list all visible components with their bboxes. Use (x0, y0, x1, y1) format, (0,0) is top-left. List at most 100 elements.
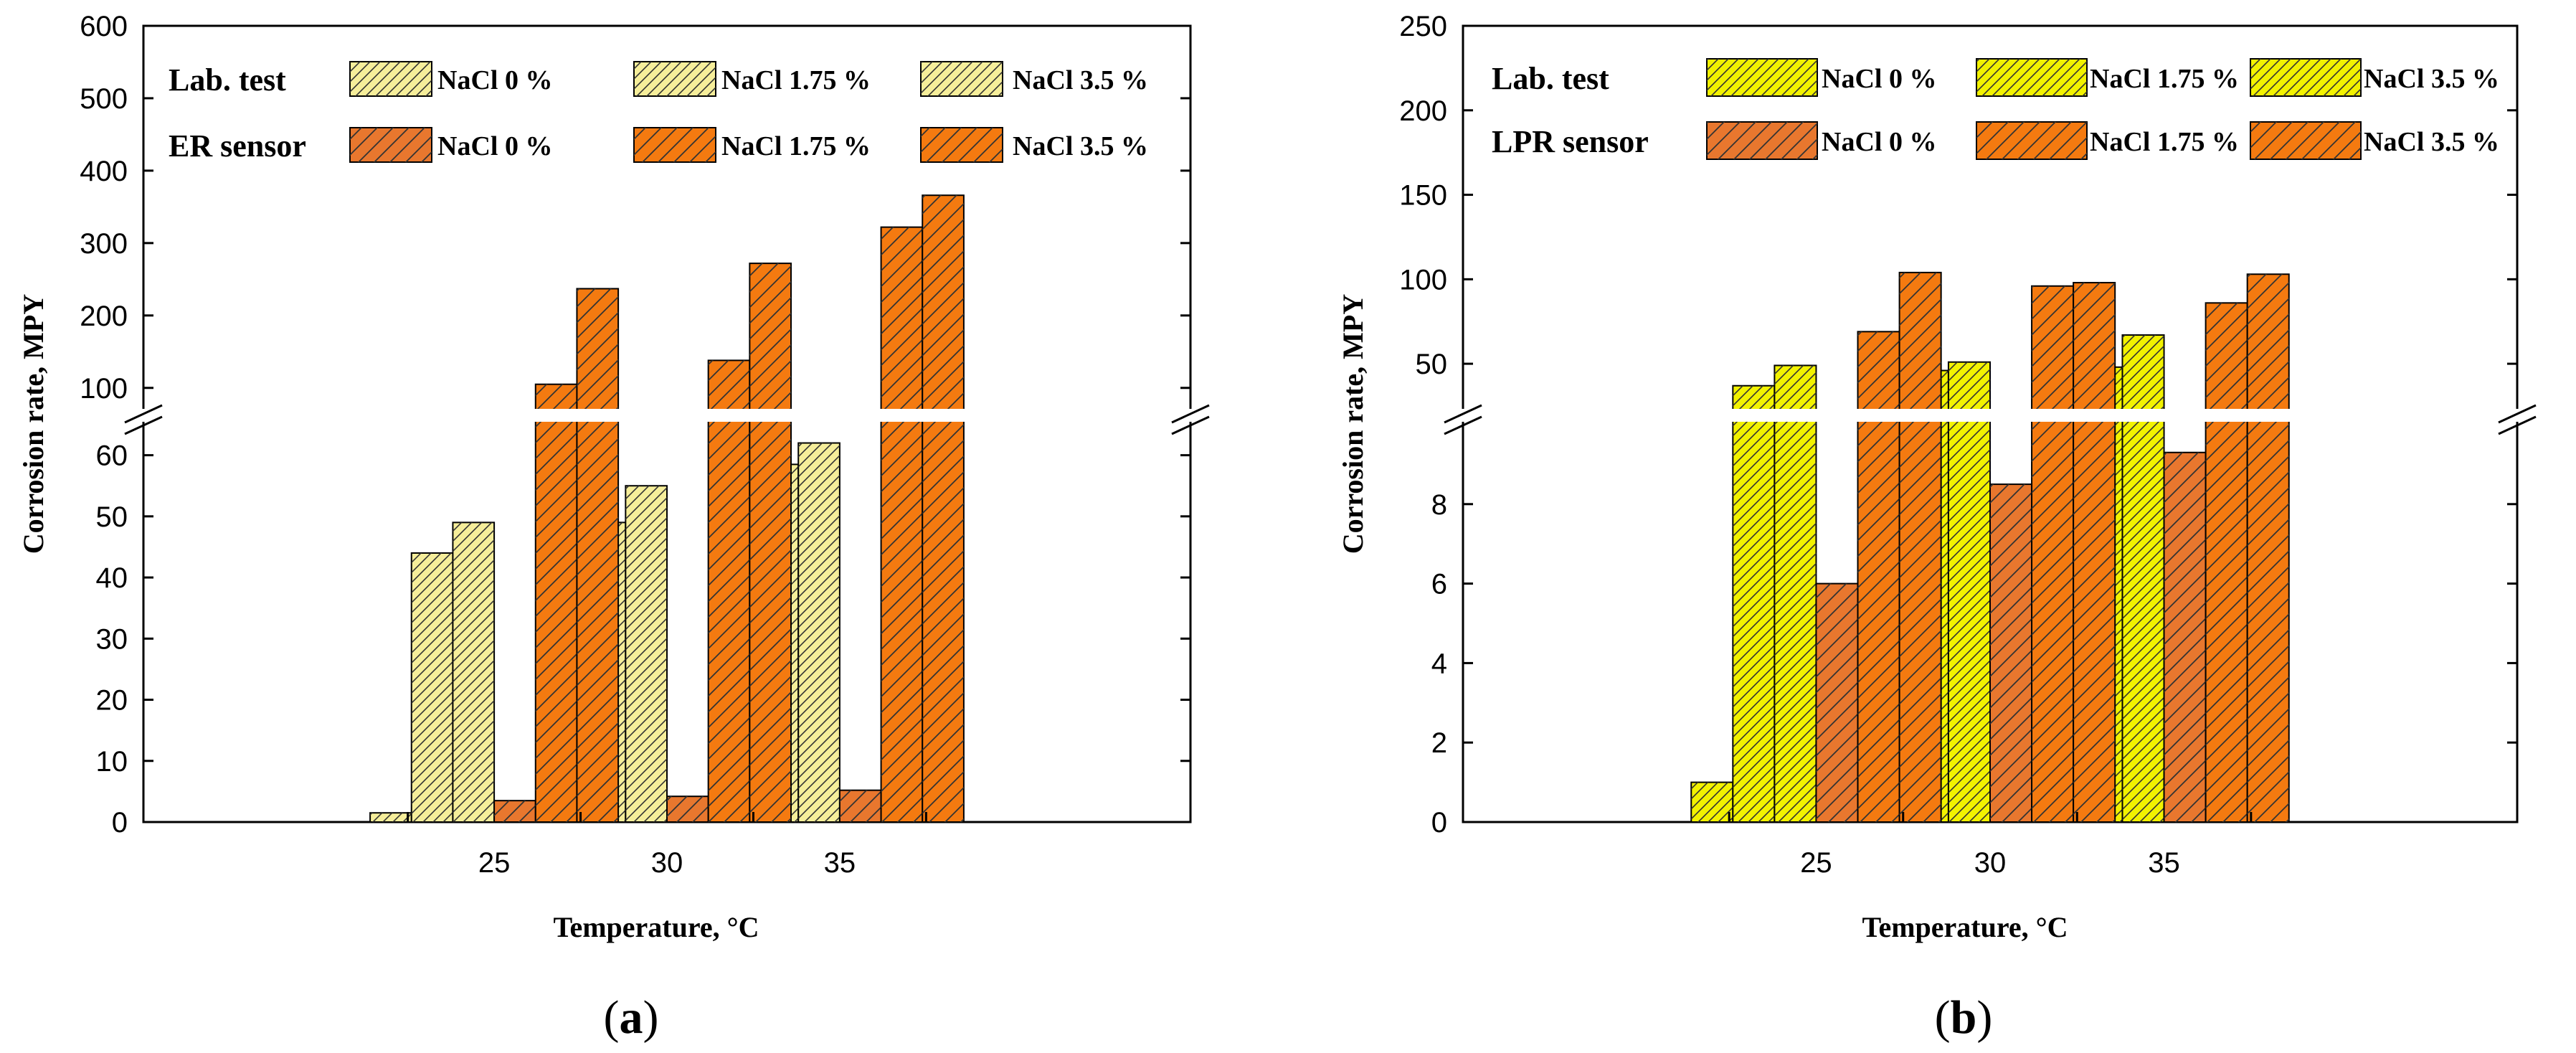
legend-swatch-sensor-hatch (1976, 122, 2087, 159)
bar-hatch-4-35 (881, 227, 923, 823)
axis-break-band (1449, 409, 2532, 422)
legend-sensor-label: NaCl 3.5 % (2364, 127, 2499, 157)
axis-break-mark (2498, 415, 2537, 435)
bar-hatch-3-35 (2164, 452, 2206, 822)
y-tick-label: 6 (1431, 569, 1447, 600)
y-tick-label: 200 (80, 301, 128, 332)
axis-break-mark (1444, 415, 1482, 435)
legend-lab-label: NaCl 1.75 % (721, 65, 871, 95)
bar-hatch-5-25 (577, 288, 619, 822)
y-tick-label: 100 (1399, 264, 1447, 296)
panel-label: (b) (1935, 991, 1993, 1044)
bar-hatch-2-30 (1948, 362, 1990, 822)
legend-swatch-sensor-hatch (921, 128, 1003, 162)
legend-lab-label: NaCl 0 % (1822, 64, 1936, 94)
legend-lab-label: NaCl 0 % (437, 65, 552, 95)
axis-break-mark (124, 404, 163, 424)
bar-hatch-4-25 (535, 384, 577, 822)
legend-swatch-sensor-hatch (634, 128, 716, 162)
axis-break-mark (124, 415, 163, 435)
legend-lab-heading: Lab. test (1492, 61, 1609, 96)
panel-a-chart: 0 10 20 30 40 50 60 100 200 300 400 500 600 25 30 35 Tem… (17, 11, 1210, 1044)
y-tick-label: 60 (96, 440, 128, 472)
panel-letter: b (1951, 991, 1977, 1044)
y-axis-label: Corrosion rate, MPY (1337, 294, 1369, 554)
axis-break-band (129, 409, 1205, 422)
legend-sensor-heading: LPR sensor (1492, 124, 1649, 159)
legend-sensor-label: NaCl 3.5 % (1013, 131, 1148, 161)
y-tick-label: 0 (1431, 807, 1447, 839)
y-tick-label: 300 (80, 228, 128, 260)
legend-swatch-sensor-hatch (2250, 122, 2361, 159)
y-tick-label: 50 (96, 501, 128, 533)
legend-swatch-sensor-hatch (1707, 122, 1817, 159)
legend-swatch-lab-hatch (921, 62, 1003, 96)
bar-hatch-5-35 (2247, 274, 2289, 822)
legend-lab-heading: Lab. test (169, 62, 286, 98)
bar-hatch-2-35 (2122, 335, 2164, 823)
bar-hatch-4-30 (708, 360, 750, 822)
legend-sensor-label: NaCl 0 % (437, 131, 552, 161)
y-tick-label: 400 (80, 156, 128, 187)
y-tick-label: 8 (1431, 489, 1447, 521)
y-tick-label: 4 (1431, 648, 1447, 679)
y-tick-label: 2 (1431, 727, 1447, 759)
bar-hatch-3-25 (494, 801, 536, 822)
y-tick-label: 200 (1399, 95, 1447, 127)
bar-hatch-2-35 (798, 443, 840, 822)
x-tick-label: 25 (1800, 847, 1832, 879)
bar-hatch-4-35 (2205, 303, 2248, 822)
y-tick-label: 100 (80, 373, 128, 405)
legend-lab-label: NaCl 1.75 % (2090, 64, 2239, 94)
legend-swatch-lab-hatch (634, 62, 716, 96)
legend-sensor-heading: ER sensor (169, 128, 306, 164)
bar-hatch-5-30 (2073, 283, 2116, 822)
axis-break-mark (1444, 404, 1482, 424)
legend-lab-label: NaCl 3.5 % (2364, 64, 2499, 94)
y-tick-label: 20 (96, 685, 128, 717)
panel-label: (a) (604, 991, 659, 1044)
bar-hatch-5-35 (922, 195, 964, 822)
legend-swatch-lab-hatch (350, 62, 432, 96)
bar-hatch-3-30 (667, 796, 709, 822)
y-tick-label: 250 (1399, 11, 1447, 42)
bar-hatch-0-25 (370, 813, 412, 822)
panel-letter: a (620, 991, 643, 1044)
bar-hatch-4-25 (1857, 331, 1900, 822)
x-tick-label: 35 (824, 847, 856, 879)
bar-hatch-3-35 (839, 790, 881, 822)
x-tick-label: 35 (2148, 847, 2180, 879)
x-tick-label: 30 (651, 847, 683, 879)
bar-hatch-2-25 (453, 522, 495, 822)
bar-hatch-1-25 (1733, 385, 1775, 822)
y-tick-label: 30 (96, 623, 128, 655)
x-axis-label: Temperature, °C (553, 911, 759, 943)
axis-break-mark (2498, 404, 2537, 424)
bar-hatch-5-25 (1899, 272, 1941, 822)
bar-hatch-3-30 (1990, 484, 2032, 822)
bar-hatch-2-30 (625, 486, 667, 822)
y-tick-label: 50 (1416, 349, 1448, 380)
y-tick-label: 150 (1399, 180, 1447, 212)
bar-hatch-2-25 (1774, 365, 1817, 822)
bar-hatch-1-25 (411, 552, 453, 822)
legend-sensor-label: NaCl 1.75 % (721, 131, 871, 161)
bar-hatch-4-30 (2032, 285, 2074, 822)
legend-sensor-label: NaCl 0 % (1822, 127, 1936, 157)
bar-hatch-0-25 (1691, 782, 1733, 822)
axis-break-mark (1171, 404, 1210, 424)
legend-sensor-label: NaCl 1.75 % (2090, 127, 2239, 157)
y-tick-label: 600 (80, 11, 128, 42)
legend-swatch-lab-hatch (1976, 59, 2087, 96)
x-axis-label: Temperature, °C (1862, 911, 2068, 943)
panel-b-chart: 0 2 4 6 8 50 100 150 200 250 25 30 35 Temperature, °C… (1337, 11, 2537, 1044)
y-tick-label: 0 (112, 807, 128, 839)
y-axis-label: Corrosion rate, MPY (17, 294, 49, 554)
y-tick-label: 10 (96, 746, 128, 778)
bar-hatch-3-25 (1816, 583, 1858, 822)
x-tick-label: 25 (478, 847, 511, 879)
legend-swatch-lab-hatch (1707, 59, 1817, 96)
legend-swatch-lab-hatch (2250, 59, 2361, 96)
y-tick-label: 500 (80, 83, 128, 115)
